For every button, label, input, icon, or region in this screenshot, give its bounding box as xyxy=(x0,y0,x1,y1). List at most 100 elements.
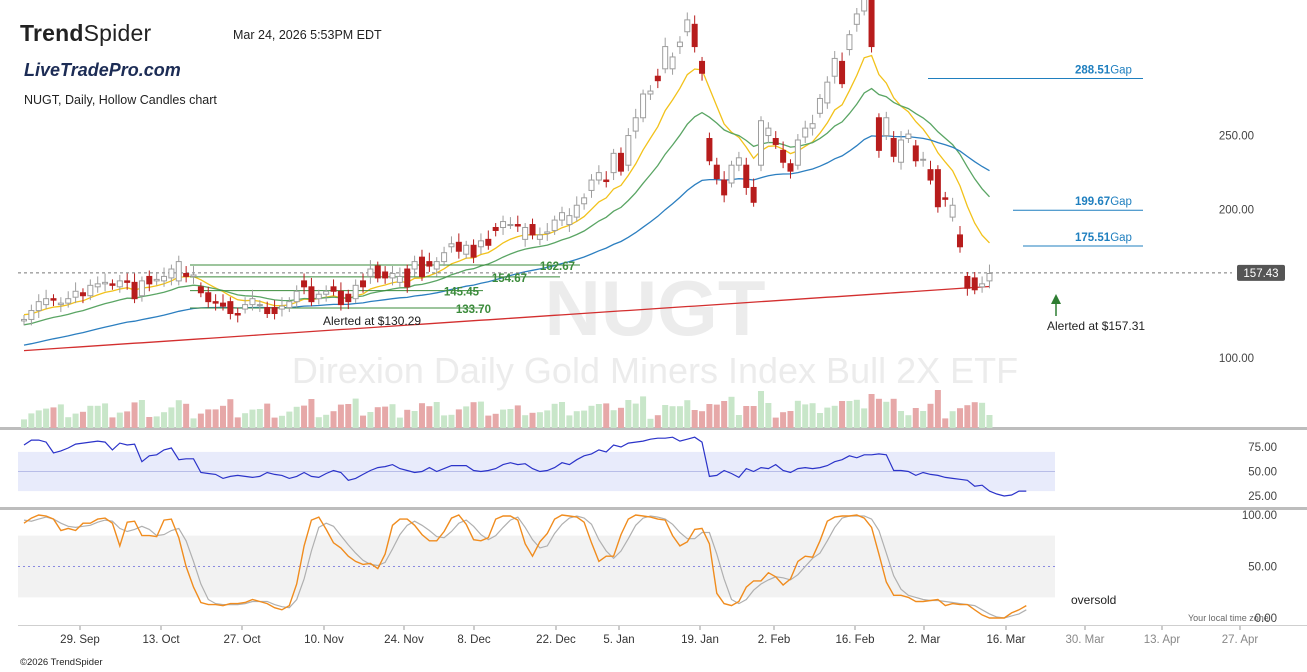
candle-body xyxy=(360,280,367,288)
volume-bar xyxy=(175,400,182,428)
x-tick-label: 27. Apr xyxy=(1222,634,1259,646)
volume-bar xyxy=(971,402,978,428)
gap-value: 288.51 xyxy=(1075,64,1111,76)
volume-bar xyxy=(470,402,477,428)
candle-body xyxy=(249,298,256,306)
volume-bar xyxy=(853,399,860,428)
candle-body xyxy=(573,204,580,218)
volume-bar xyxy=(360,415,367,428)
candle-body xyxy=(116,280,123,288)
gap-label: 175.51Gap xyxy=(1075,232,1132,244)
volume-bar xyxy=(802,404,809,428)
gap-suffix: Gap xyxy=(1110,196,1132,208)
candle-body xyxy=(448,243,455,248)
candle-body xyxy=(861,0,868,12)
volume-bar xyxy=(544,410,551,428)
volume-bar xyxy=(109,417,116,428)
candle-body xyxy=(875,117,882,151)
candle-body xyxy=(669,56,676,70)
candle-body xyxy=(190,274,197,277)
volume-bar xyxy=(861,408,868,428)
candle-body xyxy=(256,304,263,307)
volume-bar xyxy=(374,407,381,428)
candle-body xyxy=(205,292,212,303)
candle-body xyxy=(500,221,507,228)
volume-bar xyxy=(934,390,941,428)
candle-body xyxy=(603,179,610,183)
chart-description: NUGT, Daily, Hollow Candles chart xyxy=(24,93,217,107)
volume-bar xyxy=(750,406,757,428)
volume-bar xyxy=(205,409,212,428)
volume-bar xyxy=(404,409,411,428)
candle-body xyxy=(868,0,875,48)
volume-bar xyxy=(278,415,285,428)
annotations: Alerted at $130.29 Alerted at $157.31 xyxy=(323,294,1145,333)
candle-body xyxy=(301,280,308,288)
candle-body xyxy=(971,277,978,291)
candle-body xyxy=(979,283,986,288)
volume-bar xyxy=(138,400,145,428)
volume-bar xyxy=(315,417,322,428)
volume-bar xyxy=(131,402,138,428)
candle-body xyxy=(794,139,801,166)
volume-bar xyxy=(330,411,337,428)
volume-bar xyxy=(21,419,27,428)
volume-bar xyxy=(691,410,698,428)
candle-body xyxy=(212,301,219,304)
candle-body xyxy=(374,265,381,279)
volume-bar xyxy=(168,407,175,428)
rsi-panel: 75.00 50.00 25.00 xyxy=(18,436,1277,503)
last-price-badge xyxy=(1237,264,1285,281)
trendspider-logo: TrendSpider xyxy=(20,20,151,47)
volume-bar xyxy=(396,417,403,428)
candle-body xyxy=(706,138,713,162)
candle-body xyxy=(396,275,403,283)
x-axis-line xyxy=(18,625,1307,626)
volume-bar xyxy=(706,404,713,428)
volume-bar xyxy=(94,405,101,428)
volume-bar xyxy=(581,410,588,428)
candle-body xyxy=(337,290,344,306)
alert-annotation: Alerted at $157.31 xyxy=(1047,319,1145,333)
gap-suffix: Gap xyxy=(1110,64,1132,76)
candle-body xyxy=(735,157,742,166)
volume-bar xyxy=(183,403,190,428)
volume-bar xyxy=(654,415,661,428)
x-tick-label: 29. Sep xyxy=(60,634,100,646)
candle-body xyxy=(21,318,27,322)
volume-bar xyxy=(713,404,720,428)
candle-body xyxy=(345,293,352,303)
volume-bar xyxy=(846,401,853,428)
candle-body xyxy=(640,93,647,119)
candle-body xyxy=(883,117,890,137)
volume-bar xyxy=(507,409,514,428)
candle-body xyxy=(293,290,300,303)
candle-body xyxy=(676,41,683,48)
local-time-note: Your local time zone xyxy=(1188,613,1269,623)
gap-value: 199.67 xyxy=(1075,196,1110,208)
volume-bar xyxy=(79,411,86,428)
volume-bar xyxy=(35,410,42,428)
support-label: 133.70 xyxy=(456,304,491,316)
x-tick-label: 16. Feb xyxy=(836,634,875,646)
volume-bar xyxy=(463,406,470,428)
gap-value: 175.51 xyxy=(1075,232,1111,244)
candle-body xyxy=(839,60,846,85)
candle-body xyxy=(942,197,949,200)
x-tick-label: 13. Apr xyxy=(1144,634,1181,646)
volume-bar xyxy=(367,412,374,428)
volume-bar xyxy=(57,404,64,428)
ema-mid-line xyxy=(23,87,990,326)
candle-body xyxy=(330,286,337,292)
moving-averages xyxy=(23,54,990,352)
volume-bar xyxy=(662,405,669,428)
volume-bar xyxy=(197,413,204,428)
candle-body xyxy=(131,281,138,300)
candle-body xyxy=(153,278,160,282)
volume-bar xyxy=(242,413,249,428)
candle-body xyxy=(824,81,831,104)
candle-body xyxy=(433,261,440,270)
oversold-label: oversold xyxy=(1071,593,1116,607)
stoch-tick-label: 50.00 xyxy=(1248,562,1277,574)
